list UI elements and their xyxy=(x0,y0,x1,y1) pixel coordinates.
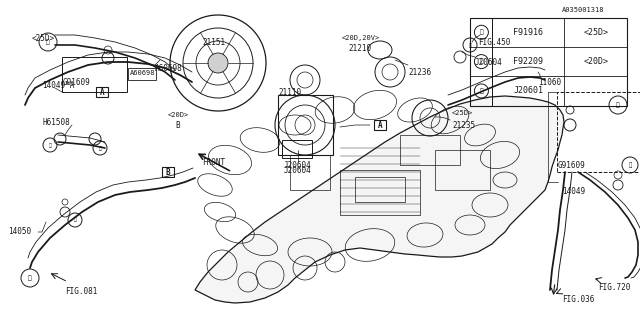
Bar xyxy=(290,155,330,190)
Text: 21210: 21210 xyxy=(348,44,371,52)
Text: J20604: J20604 xyxy=(475,58,503,67)
Text: FIG.036: FIG.036 xyxy=(562,295,595,305)
Text: <25D>: <25D> xyxy=(452,110,473,116)
Text: 14049*A: 14049*A xyxy=(42,81,74,90)
Bar xyxy=(340,170,420,215)
Text: FIG.081: FIG.081 xyxy=(65,287,97,297)
Text: FRONT: FRONT xyxy=(202,157,225,166)
Text: ①: ① xyxy=(479,29,483,35)
Text: ①: ① xyxy=(74,218,76,222)
Text: ②: ② xyxy=(28,275,32,281)
Circle shape xyxy=(208,53,228,73)
Bar xyxy=(355,177,405,202)
Bar xyxy=(470,18,627,106)
Bar xyxy=(435,150,490,190)
Bar xyxy=(282,140,312,158)
Text: G91609: G91609 xyxy=(558,161,586,170)
Text: <20D>: <20D> xyxy=(583,57,608,66)
Text: A035001318: A035001318 xyxy=(562,7,605,13)
Bar xyxy=(374,120,386,130)
Text: F91916: F91916 xyxy=(513,28,543,37)
Text: ②: ② xyxy=(99,146,101,150)
Bar xyxy=(162,167,174,177)
Text: 11060: 11060 xyxy=(538,77,561,86)
Text: FIG.450: FIG.450 xyxy=(478,37,510,46)
Text: J20604: J20604 xyxy=(284,161,312,170)
Text: A: A xyxy=(378,121,382,130)
Text: B: B xyxy=(175,121,180,130)
Text: ②: ② xyxy=(468,43,472,47)
Text: FIG.720: FIG.720 xyxy=(598,284,630,292)
Text: F92209: F92209 xyxy=(513,57,543,66)
Text: ①: ① xyxy=(479,59,483,64)
Text: <20D,20V>: <20D,20V> xyxy=(342,35,380,41)
Text: ②: ② xyxy=(479,88,483,94)
Text: ②: ② xyxy=(46,39,50,45)
Text: 21235: 21235 xyxy=(452,121,475,130)
Text: G91609: G91609 xyxy=(63,77,91,86)
Bar xyxy=(557,92,640,172)
Text: 21110: 21110 xyxy=(278,87,301,97)
Text: <20D>: <20D> xyxy=(168,112,189,118)
Text: <25D>: <25D> xyxy=(32,34,55,43)
Bar xyxy=(96,87,108,97)
Text: ①: ① xyxy=(49,142,51,148)
Text: <25D>: <25D> xyxy=(583,28,608,37)
Text: A60698: A60698 xyxy=(130,70,156,76)
Bar xyxy=(400,135,460,165)
Text: B: B xyxy=(166,167,170,177)
Text: ②: ② xyxy=(628,162,632,168)
Text: 21151: 21151 xyxy=(202,37,225,46)
Text: 14050: 14050 xyxy=(8,228,31,236)
Text: 21236: 21236 xyxy=(408,68,431,76)
Text: J20601: J20601 xyxy=(513,86,543,95)
Bar xyxy=(62,57,127,92)
Text: H61508: H61508 xyxy=(42,117,70,126)
Bar xyxy=(128,68,156,80)
Text: A: A xyxy=(100,87,104,97)
Text: ②: ② xyxy=(616,102,620,108)
Text: J20604: J20604 xyxy=(284,165,312,174)
Bar xyxy=(278,95,333,155)
Text: A60698: A60698 xyxy=(155,63,183,73)
Polygon shape xyxy=(195,96,564,303)
Text: 14049: 14049 xyxy=(562,188,585,196)
